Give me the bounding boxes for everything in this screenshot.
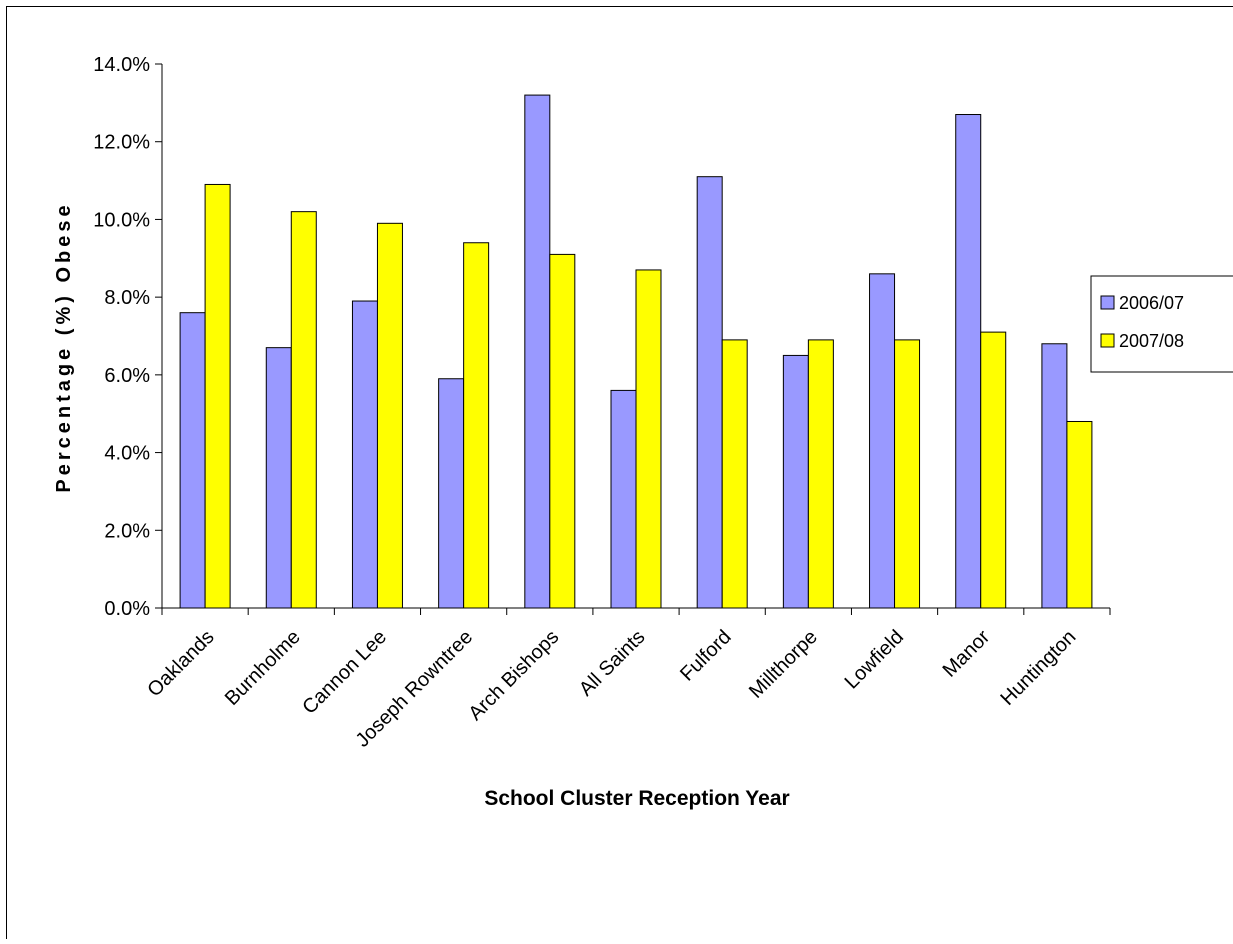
bar-2006-07-huntington — [1042, 344, 1067, 608]
y-tick-label: 14.0% — [93, 54, 150, 76]
bar-2007-08-huntington — [1067, 421, 1092, 608]
bar-2007-08-fulford — [722, 340, 747, 608]
bar-2007-08-all-saints — [636, 270, 661, 608]
bar-2006-07-manor — [956, 115, 981, 608]
bar-2006-07-fulford — [697, 177, 722, 608]
bar-2007-08-lowfield — [895, 340, 920, 608]
bar-2007-08-manor — [981, 332, 1006, 608]
bar-2006-07-millthorpe — [783, 355, 808, 608]
y-tick-label: 12.0% — [93, 132, 150, 154]
legend-swatch-2006-07 — [1101, 296, 1114, 309]
y-axis-label: Percentage (%) Obese — [53, 201, 75, 492]
legend: 2006/07 2007/08 — [1091, 276, 1233, 372]
legend-label-2006-07: 2006/07 — [1119, 293, 1184, 313]
bar-2006-07-arch-bishops — [525, 95, 550, 608]
y-tick-label: 8.0% — [104, 287, 150, 309]
x-axis-label: School Cluster Reception Year — [484, 787, 789, 810]
y-tick-label: 4.0% — [104, 443, 150, 465]
legend-box — [1091, 276, 1233, 372]
bar-2006-07-all-saints — [611, 390, 636, 608]
y-tick-label: 2.0% — [104, 520, 150, 542]
bar-2007-08-burnholme — [291, 212, 316, 608]
bar-2006-07-lowfield — [870, 274, 895, 608]
y-tick-label: 10.0% — [93, 209, 150, 231]
bar-2007-08-cannon-lee — [377, 223, 402, 608]
bar-2006-07-joseph-rowntree — [439, 379, 464, 608]
bar-2007-08-millthorpe — [808, 340, 833, 608]
legend-swatch-2007-08 — [1101, 334, 1114, 347]
y-tick-label: 6.0% — [104, 365, 150, 387]
bar-2006-07-cannon-lee — [352, 301, 377, 608]
bar-2006-07-oaklands — [180, 313, 205, 608]
legend-label-2007-08: 2007/08 — [1119, 331, 1184, 351]
bar-2007-08-oaklands — [205, 184, 230, 608]
bar-2007-08-arch-bishops — [550, 254, 575, 608]
y-tick-label: 0.0% — [104, 598, 150, 620]
bar-2007-08-joseph-rowntree — [464, 243, 489, 608]
bar-2006-07-burnholme — [266, 348, 291, 608]
